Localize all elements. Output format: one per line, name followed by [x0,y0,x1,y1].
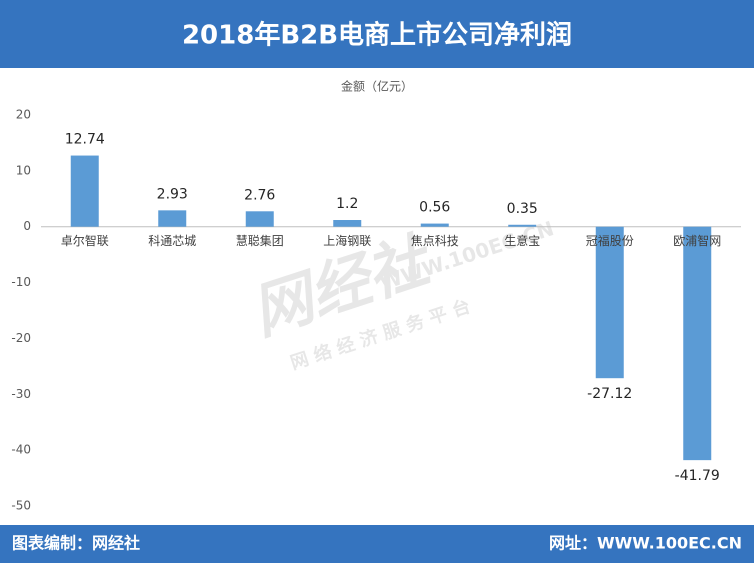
x-tick-label: 科通芯城 [148,234,196,248]
bar [683,226,712,461]
y-tick-label: -20 [11,331,31,345]
y-tick-label: 0 [23,219,31,233]
y-tick-label: -40 [11,443,31,457]
value-label: 0.35 [507,201,538,217]
y-tick-label: -50 [11,499,31,513]
y-tick-label: -10 [11,275,31,289]
y-axis-label: 金额（亿元） [341,79,413,94]
x-tick-label: 生意宝 [504,233,540,248]
value-label: -27.12 [587,386,632,402]
bar [245,211,274,227]
bar [420,223,449,227]
footer-left: 图表编制：网经社 [12,534,140,553]
value-label: 12.74 [65,132,105,148]
x-tick-label: 欧浦智网 [673,233,721,248]
bar [333,220,362,227]
bar [508,224,537,227]
value-label: -41.79 [675,468,720,484]
y-tick-label: -30 [11,387,31,401]
value-label: 1.2 [336,196,358,212]
value-label: 2.93 [157,186,188,202]
bar [595,226,624,379]
value-label: 0.56 [419,200,450,216]
footer-bar [0,525,754,563]
footer-right: 网址：WWW.100EC.CN [549,534,742,553]
x-tick-label: 卓尔智联 [61,233,109,248]
chart-title: 2018年B2B电商上市公司净利润 [182,20,572,51]
bar [158,210,187,227]
x-tick-label: 上海钢联 [323,233,371,248]
bar [70,155,99,227]
value-label: 2.76 [244,187,275,203]
x-tick-label: 慧聪集团 [236,233,284,248]
y-tick-label: 10 [16,163,31,177]
header-bar [0,0,754,68]
x-tick-label: 焦点科技 [411,234,459,248]
y-tick-label: 20 [16,108,31,122]
x-tick-label: 冠福股份 [586,233,634,248]
